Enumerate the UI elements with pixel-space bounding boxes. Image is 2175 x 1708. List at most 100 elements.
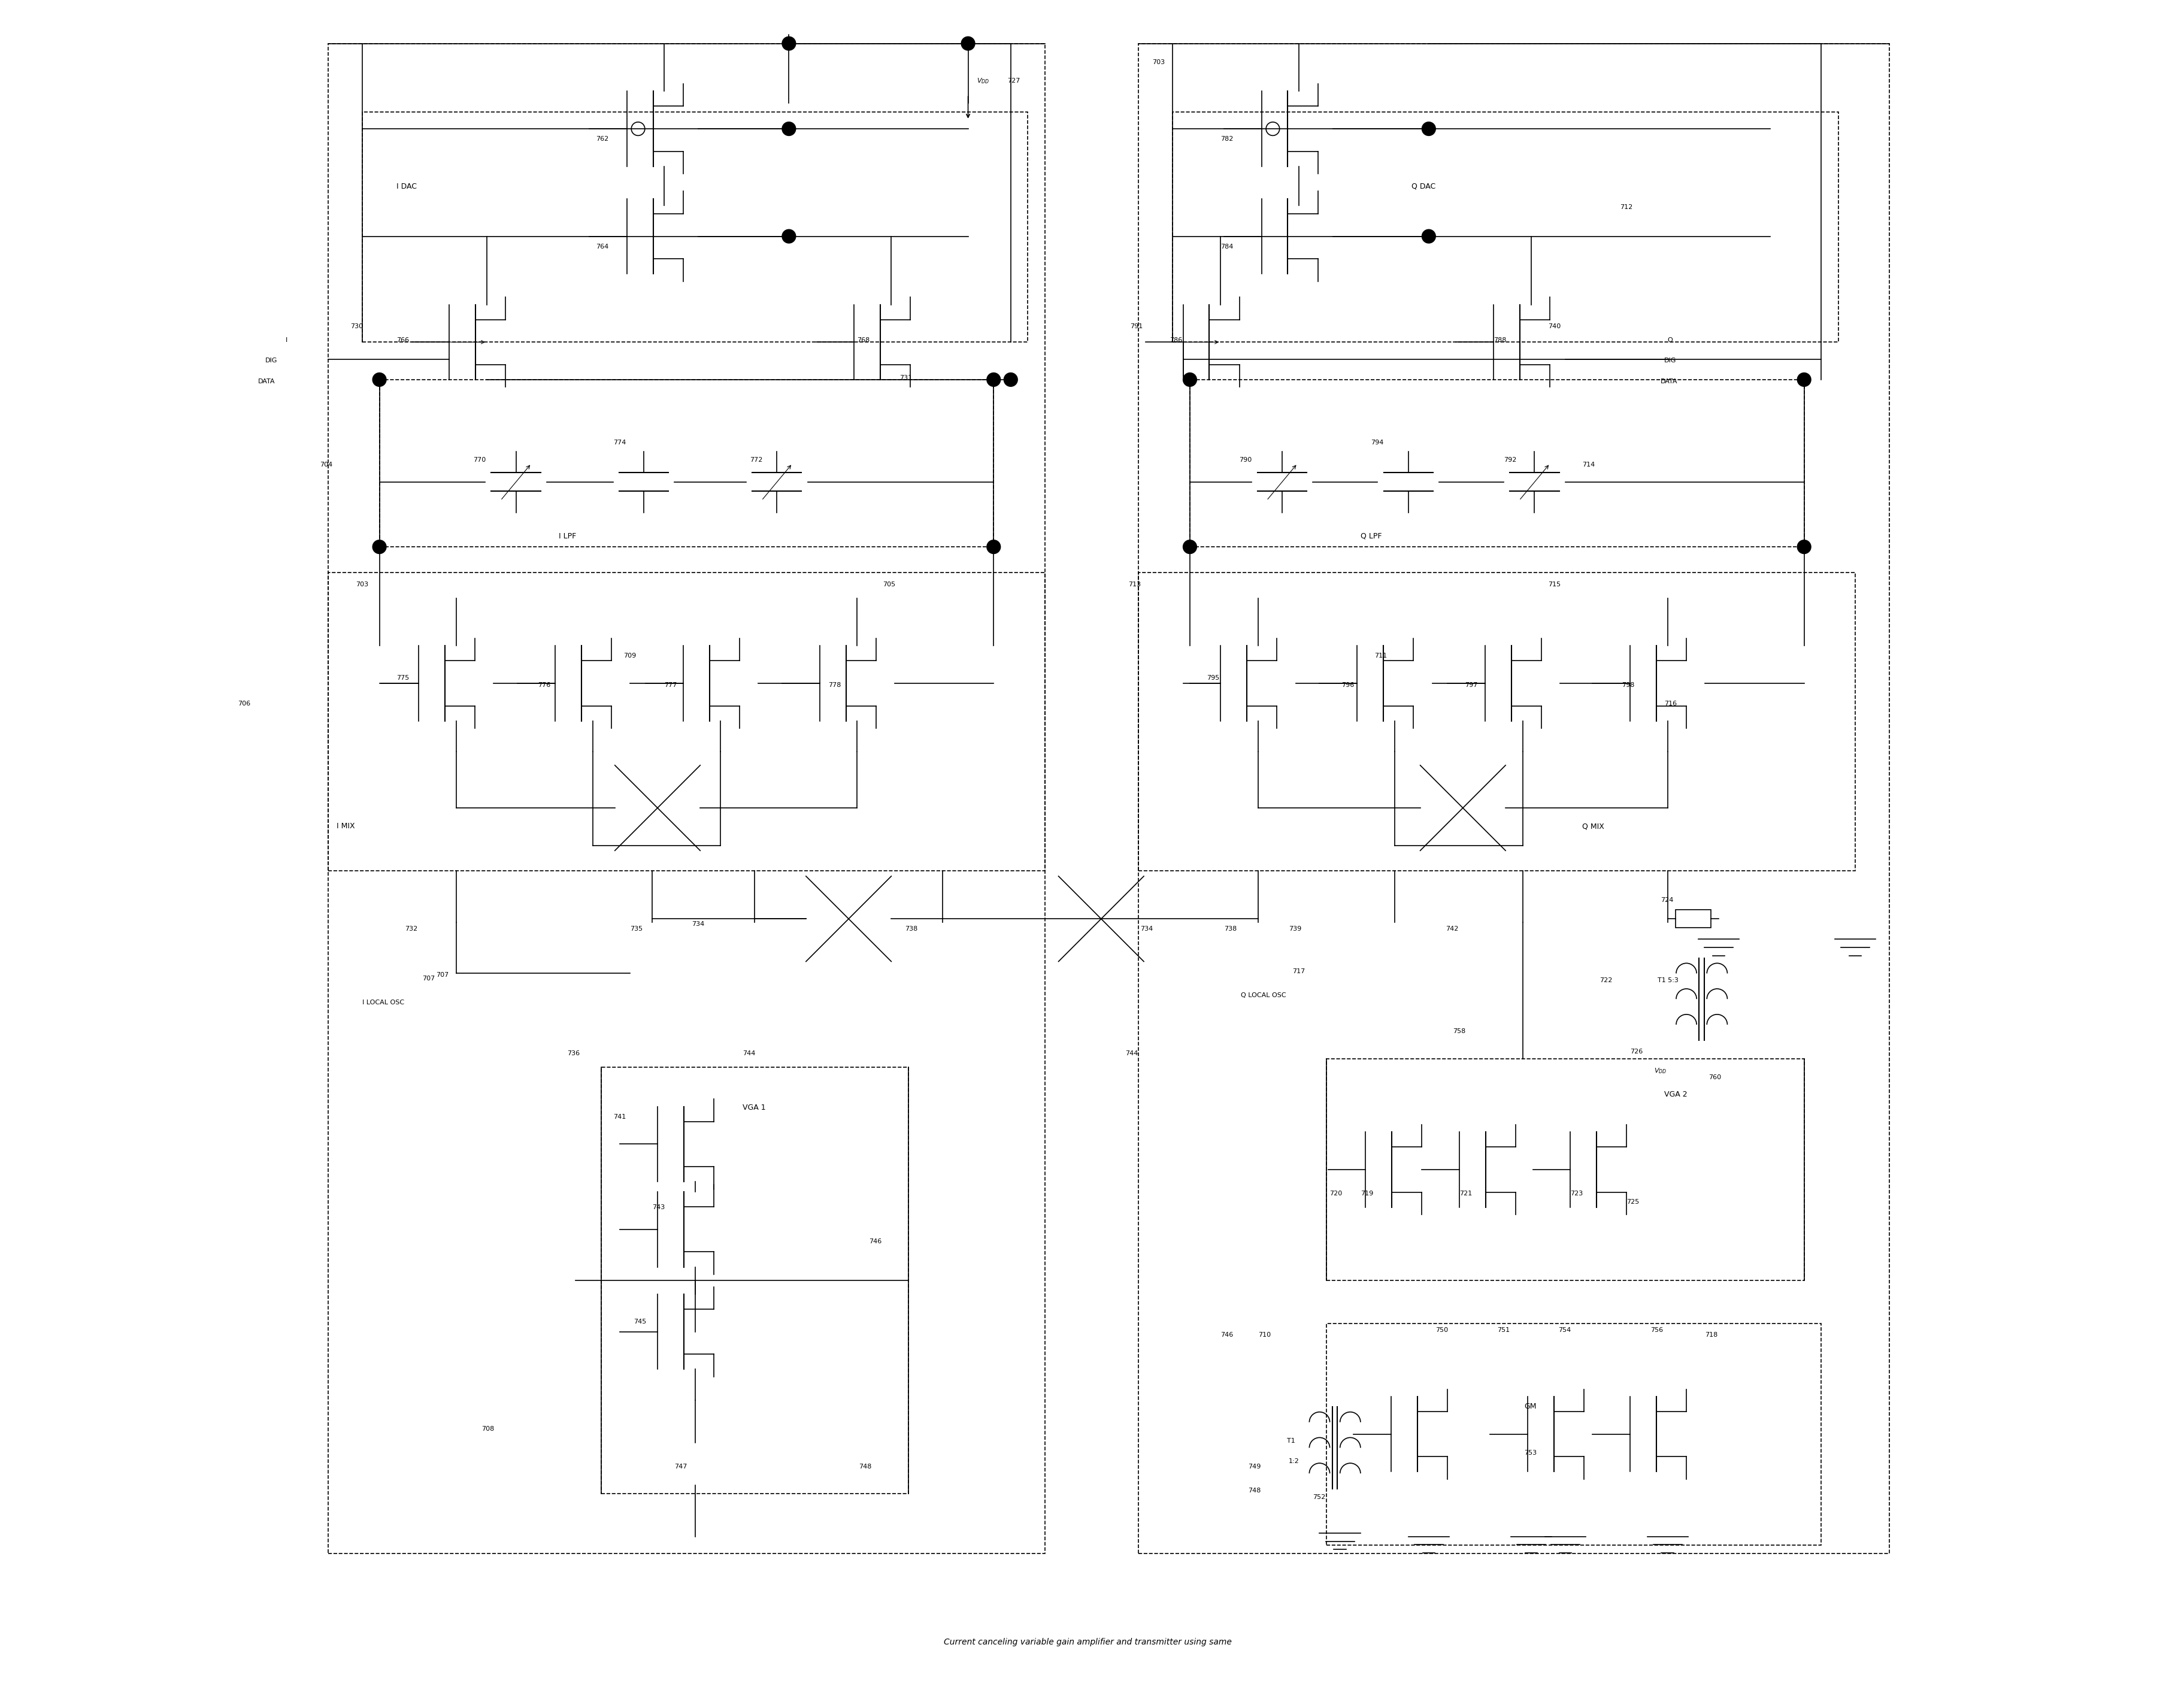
Text: T1: T1 bbox=[1288, 1438, 1296, 1443]
Text: 770: 770 bbox=[474, 456, 485, 463]
Circle shape bbox=[961, 36, 974, 50]
Text: 724: 724 bbox=[1662, 897, 1673, 904]
Circle shape bbox=[783, 121, 796, 135]
Text: 734: 734 bbox=[692, 921, 705, 927]
Text: 734: 734 bbox=[1140, 926, 1153, 933]
Text: 707: 707 bbox=[422, 975, 435, 982]
Text: 748: 748 bbox=[1248, 1488, 1262, 1493]
Text: VGA 1: VGA 1 bbox=[744, 1103, 766, 1112]
Bar bbox=[328, 572, 1044, 871]
Text: 741: 741 bbox=[613, 1114, 626, 1120]
Text: Current canceling variable gain amplifier and transmitter using same: Current canceling variable gain amplifie… bbox=[944, 1638, 1231, 1647]
Text: T1 5:3: T1 5:3 bbox=[1657, 977, 1679, 984]
Text: 756: 756 bbox=[1651, 1327, 1664, 1332]
Text: 750: 750 bbox=[1436, 1327, 1449, 1332]
Circle shape bbox=[987, 372, 1000, 386]
Circle shape bbox=[1183, 372, 1196, 386]
Text: I DAC: I DAC bbox=[396, 183, 418, 190]
Circle shape bbox=[1422, 121, 1436, 135]
Text: 717: 717 bbox=[1292, 968, 1305, 975]
Text: 732: 732 bbox=[405, 926, 418, 933]
Text: 797: 797 bbox=[1464, 681, 1477, 688]
Text: 727: 727 bbox=[1007, 79, 1020, 84]
Text: 725: 725 bbox=[1627, 1199, 1640, 1206]
Bar bbox=[600, 1068, 909, 1494]
Text: 742: 742 bbox=[1446, 926, 1459, 933]
Text: 777: 777 bbox=[663, 681, 676, 688]
Circle shape bbox=[987, 540, 1000, 553]
Text: 747: 747 bbox=[674, 1464, 687, 1469]
Text: 744: 744 bbox=[1124, 1050, 1138, 1057]
Text: 721: 721 bbox=[1459, 1190, 1472, 1197]
Text: 796: 796 bbox=[1342, 681, 1355, 688]
Text: 740: 740 bbox=[1549, 323, 1562, 330]
Text: 746: 746 bbox=[1220, 1332, 1233, 1337]
Text: 782: 782 bbox=[1220, 137, 1233, 142]
Text: $V_{DD}$: $V_{DD}$ bbox=[1653, 1066, 1666, 1074]
Text: 708: 708 bbox=[483, 1426, 494, 1431]
Bar bbox=[1190, 379, 1803, 547]
Text: 714: 714 bbox=[1581, 461, 1594, 468]
Text: 795: 795 bbox=[1207, 675, 1220, 681]
Text: 794: 794 bbox=[1370, 439, 1383, 446]
Text: 752: 752 bbox=[1314, 1494, 1325, 1500]
Text: 772: 772 bbox=[750, 456, 763, 463]
Text: 718: 718 bbox=[1705, 1332, 1718, 1337]
Text: 758: 758 bbox=[1453, 1028, 1466, 1035]
Circle shape bbox=[372, 540, 387, 553]
Text: 749: 749 bbox=[1248, 1464, 1262, 1469]
Text: 716: 716 bbox=[1664, 700, 1677, 707]
Text: 788: 788 bbox=[1494, 336, 1507, 343]
Text: DIG: DIG bbox=[1664, 357, 1677, 364]
Text: 776: 776 bbox=[537, 681, 550, 688]
Bar bbox=[1675, 910, 1712, 927]
Bar bbox=[1140, 572, 1855, 871]
Text: 753: 753 bbox=[1525, 1450, 1538, 1455]
Text: 748: 748 bbox=[859, 1464, 872, 1469]
Bar bbox=[1140, 43, 1890, 1554]
Text: 736: 736 bbox=[568, 1050, 581, 1057]
Text: 746: 746 bbox=[870, 1238, 881, 1243]
Text: Q LPF: Q LPF bbox=[1362, 533, 1381, 540]
Text: 710: 710 bbox=[1257, 1332, 1270, 1337]
Text: 720: 720 bbox=[1329, 1190, 1342, 1197]
Text: 726: 726 bbox=[1629, 1049, 1642, 1056]
Text: 730: 730 bbox=[350, 323, 363, 330]
Text: 760: 760 bbox=[1710, 1074, 1720, 1081]
Text: 713: 713 bbox=[1129, 581, 1142, 588]
Text: DATA: DATA bbox=[1662, 377, 1677, 384]
Text: 712: 712 bbox=[1620, 205, 1633, 210]
Circle shape bbox=[1183, 540, 1196, 553]
Circle shape bbox=[1797, 372, 1812, 386]
Circle shape bbox=[1797, 540, 1812, 553]
Text: 705: 705 bbox=[883, 581, 896, 588]
Text: 703: 703 bbox=[1153, 60, 1166, 65]
Text: 719: 719 bbox=[1362, 1190, 1372, 1197]
Text: 743: 743 bbox=[652, 1204, 666, 1209]
Text: 786: 786 bbox=[1170, 336, 1183, 343]
Text: 711: 711 bbox=[1375, 652, 1388, 659]
Text: 722: 722 bbox=[1599, 977, 1612, 984]
Text: I LPF: I LPF bbox=[559, 533, 576, 540]
Text: 791: 791 bbox=[1131, 323, 1142, 330]
Text: 768: 768 bbox=[857, 336, 870, 343]
Text: 706: 706 bbox=[237, 700, 250, 707]
Text: DATA: DATA bbox=[259, 377, 276, 384]
Text: 754: 754 bbox=[1559, 1327, 1570, 1332]
Text: 745: 745 bbox=[633, 1319, 646, 1324]
Bar bbox=[378, 379, 994, 547]
Text: 790: 790 bbox=[1240, 456, 1253, 463]
Text: I LOCAL OSC: I LOCAL OSC bbox=[363, 999, 405, 1006]
Text: 731: 731 bbox=[900, 374, 913, 381]
Circle shape bbox=[372, 372, 387, 386]
Text: $V_{DD}$: $V_{DD}$ bbox=[977, 77, 990, 85]
Text: 703: 703 bbox=[355, 581, 368, 588]
Text: 739: 739 bbox=[1290, 926, 1301, 933]
Text: 707: 707 bbox=[435, 972, 448, 979]
Bar bbox=[328, 43, 1044, 1554]
Text: 751: 751 bbox=[1496, 1327, 1509, 1332]
Text: DIG: DIG bbox=[265, 357, 276, 364]
Bar bbox=[1172, 111, 1838, 342]
Text: 766: 766 bbox=[396, 336, 409, 343]
Text: 784: 784 bbox=[1220, 244, 1233, 249]
